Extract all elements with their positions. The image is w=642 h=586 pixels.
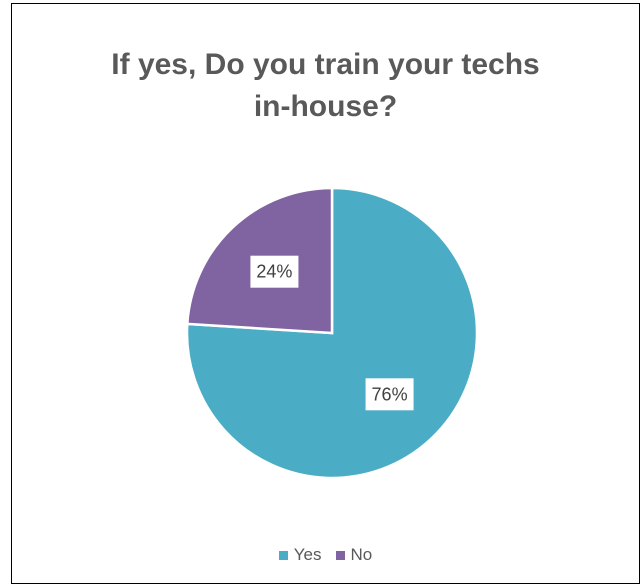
legend-item-no: No <box>335 545 373 565</box>
legend-label-no: No <box>350 545 373 564</box>
data-label-text-no: 24% <box>256 262 292 282</box>
chart-title-line-1: If yes, Do you train your techs <box>111 48 540 81</box>
chart-title-line-2: in-house? <box>253 90 398 123</box>
pie-chart: 76% 24% <box>185 186 479 480</box>
chart-title: If yes, Do you train your techs in-house… <box>12 44 639 128</box>
legend-label-yes: Yes <box>293 545 322 564</box>
chart-legend: Yes No <box>12 545 639 565</box>
data-label-no: 24% <box>250 255 299 288</box>
legend-item-yes: Yes <box>278 545 322 565</box>
data-label-box-no <box>250 255 299 288</box>
data-label-text-yes: 76% <box>372 384 408 404</box>
legend-swatch-no <box>335 550 345 560</box>
data-label-yes: 76% <box>365 378 414 411</box>
chart-frame: If yes, Do you train your techs in-house… <box>11 3 640 584</box>
legend-swatch-yes <box>278 550 288 560</box>
data-label-box-yes <box>365 378 414 411</box>
